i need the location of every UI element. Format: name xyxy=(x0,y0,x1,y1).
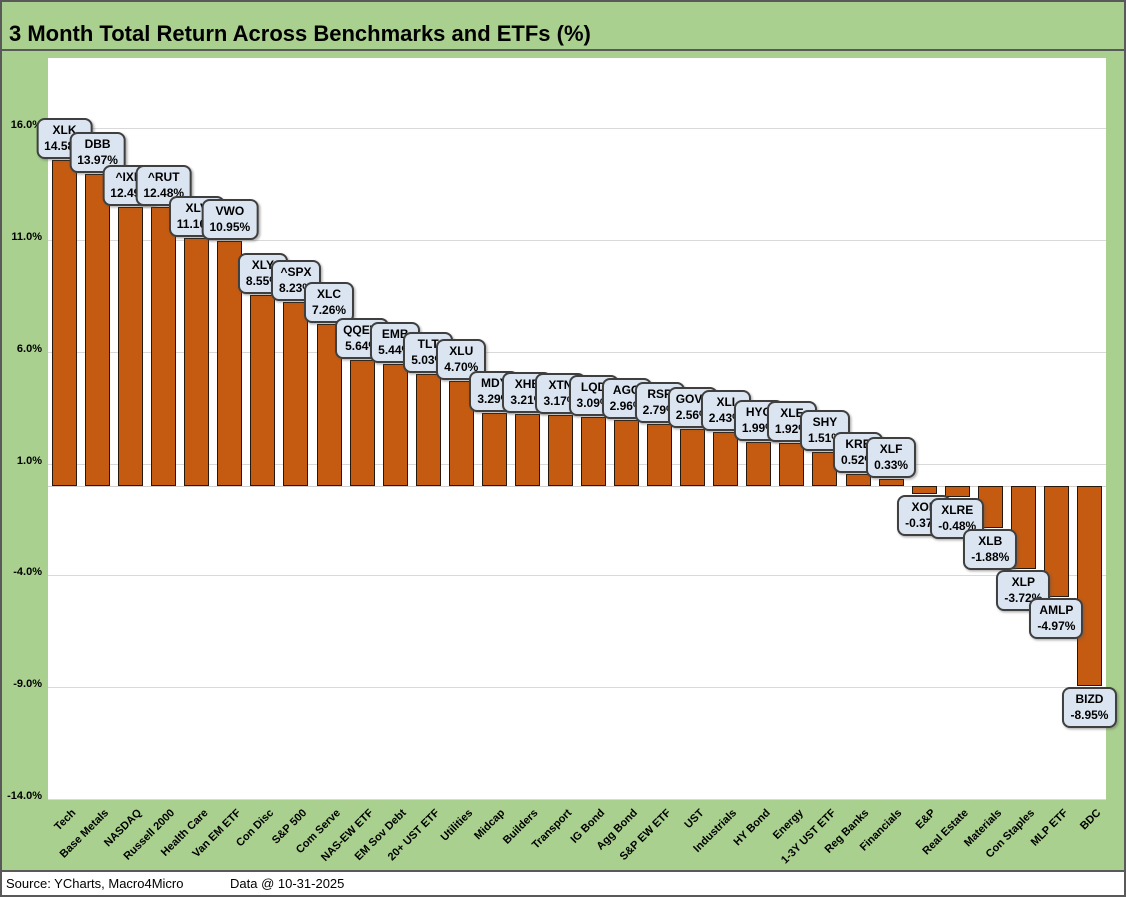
gridline xyxy=(48,240,1106,242)
gridline xyxy=(48,799,1106,800)
gridline xyxy=(48,687,1106,689)
bar xyxy=(151,207,177,487)
callout-ticker: XLRE xyxy=(941,502,974,517)
y-tick-label: -9.0% xyxy=(13,678,42,691)
gridline xyxy=(48,128,1106,130)
bar-callout: XLF 0.33% xyxy=(866,436,917,478)
bar xyxy=(614,419,640,487)
callout-ticker: XLF xyxy=(879,441,903,456)
callout-ticker: SHY xyxy=(812,415,838,430)
bar xyxy=(746,441,772,487)
callout-ticker: ^RUT xyxy=(147,170,180,185)
bar-callout: VWO 10.95% xyxy=(201,199,259,241)
bar xyxy=(878,478,904,487)
bar xyxy=(1076,486,1102,687)
data-date-text: Data @ 10-31-2025 xyxy=(230,876,345,891)
callout-ticker: DBB xyxy=(84,136,111,151)
bar xyxy=(680,428,706,487)
gridline xyxy=(48,575,1106,577)
bar-callout: XLRE -0.48% xyxy=(930,497,985,539)
x-tick-label: UST xyxy=(682,807,707,832)
bar xyxy=(779,443,805,487)
y-tick-label: -4.0% xyxy=(13,566,42,579)
callout-ticker: KRE xyxy=(845,437,871,452)
gridline xyxy=(48,463,1106,465)
callout-value: -4.97% xyxy=(1037,619,1076,634)
bar xyxy=(514,414,540,487)
bar-callout: TLT 5.03% xyxy=(403,331,454,373)
bar xyxy=(52,160,78,487)
callout-value: 13.97% xyxy=(77,152,118,167)
x-tick-label: BDC xyxy=(1077,807,1103,833)
bar xyxy=(911,486,937,495)
callout-value: 0.33% xyxy=(874,457,909,472)
callout-ticker: ^SPX xyxy=(280,265,312,280)
callout-value: 10.95% xyxy=(209,220,251,235)
bar xyxy=(283,302,309,487)
x-tick-label: Utilities xyxy=(438,807,475,844)
callout-ticker: MDY xyxy=(481,375,508,390)
callout-value: -8.95% xyxy=(1070,708,1109,723)
callout-ticker: AGG xyxy=(612,382,641,397)
chart-title: 3 Month Total Return Across Benchmarks a… xyxy=(9,21,591,46)
bar xyxy=(481,412,507,487)
y-tick-label: 1.0% xyxy=(16,454,42,467)
gridline xyxy=(48,351,1106,353)
bar-callout: XLC 7.26% xyxy=(304,281,355,323)
bar xyxy=(944,486,970,497)
callout-ticker: XLY xyxy=(251,257,275,272)
bar xyxy=(647,423,673,487)
bar xyxy=(184,237,210,487)
title-band: 3 Month Total Return Across Benchmarks a… xyxy=(2,2,1124,51)
bar xyxy=(382,364,408,487)
callout-ticker: RSP xyxy=(647,386,672,401)
callout-ticker: EMB xyxy=(381,327,409,342)
source-text: Source: YCharts, Macro4Micro xyxy=(6,876,184,891)
callout-value: 4.70% xyxy=(444,360,479,374)
bar xyxy=(250,294,276,487)
callout-ticker: XLE xyxy=(780,406,804,421)
callout-ticker: XHB xyxy=(514,377,541,392)
callout-ticker: XLB xyxy=(978,534,1003,549)
bar xyxy=(415,373,441,487)
x-tick-label: E&P xyxy=(913,807,938,832)
callout-value: 7.26% xyxy=(312,302,347,317)
bar-callout: BIZD -8.95% xyxy=(1062,687,1117,729)
bar xyxy=(118,206,144,487)
x-tick-label: Tech xyxy=(51,807,79,834)
callout-ticker: XLI xyxy=(716,394,736,409)
y-tick-label: 11.0% xyxy=(11,231,42,244)
bar xyxy=(349,359,375,487)
footer-bar: Source: YCharts, Macro4Micro Data @ 10-3… xyxy=(2,870,1124,895)
zero-axis-line xyxy=(48,486,1106,488)
bar-callout: DBB 13.97% xyxy=(69,131,126,173)
bar xyxy=(845,474,871,487)
plot-area xyxy=(48,58,1106,800)
callout-ticker: XLP xyxy=(1011,575,1036,590)
callout-ticker: HYG xyxy=(745,404,772,419)
callout-ticker: LQD xyxy=(580,380,607,394)
y-tick-label: 6.0% xyxy=(16,342,42,355)
callout-value: -1.88% xyxy=(971,550,1010,565)
callout-ticker: XLC xyxy=(317,286,342,301)
bar xyxy=(581,416,607,487)
bar xyxy=(713,431,739,487)
bar xyxy=(85,173,111,487)
callout-ticker: XTN xyxy=(548,378,573,393)
y-tick-label: 16.0% xyxy=(10,119,42,132)
bar-callout: AMLP -4.97% xyxy=(1029,598,1084,640)
bar-callout: XLB -1.88% xyxy=(963,529,1018,571)
callout-ticker: BIZD xyxy=(1075,692,1104,707)
y-tick-label: -14.0% xyxy=(7,790,42,802)
callout-ticker: VWO xyxy=(215,204,245,219)
callout-ticker: XLU xyxy=(449,344,474,358)
bar xyxy=(547,415,573,487)
callout-ticker: TLT xyxy=(417,336,439,351)
callout-ticker: AMLP xyxy=(1039,603,1074,618)
